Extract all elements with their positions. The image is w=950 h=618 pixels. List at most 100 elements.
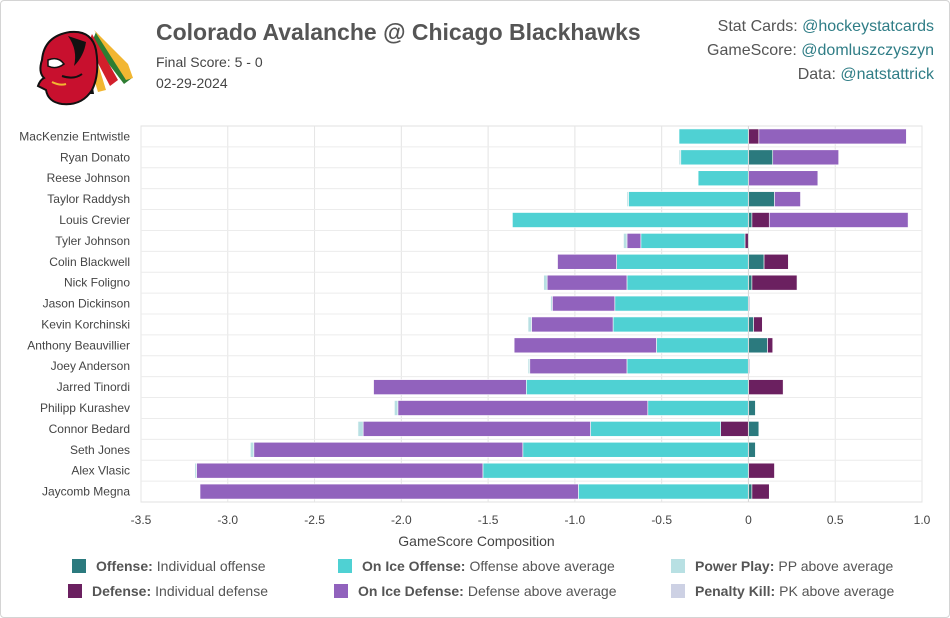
bar-segment-power-play [194,462,197,479]
bar-segment-offense [748,441,756,458]
team-logo-icon [36,30,133,106]
bar-segment-on-ice-defense [768,212,909,228]
legend-swatch [671,584,685,598]
x-tick-label: -3.5 [131,513,152,527]
bar-segment-defense [753,316,763,333]
y-tick-label: Taylor Raddysh [47,192,130,206]
bar-segment-on-ice-defense [529,358,628,375]
legend-bold: Penalty Kill: [695,583,776,599]
bar-segment-power-play [394,400,399,416]
legend-text: Defense above average [467,583,617,599]
bar-segment-on-ice-defense [531,316,614,333]
bar-segment-on-ice-offense [626,274,749,291]
bar-segment-defense [767,337,774,354]
bar-segment-on-ice-defense [546,274,628,291]
legend-text: PK above average [779,583,895,599]
credit-handle-link[interactable]: @natstattrick [840,66,934,83]
final-score: Final Score: 5 - 0 [156,54,263,70]
legend-swatch [671,559,685,573]
bar-segment-on-ice-offense [612,316,749,333]
x-tick-label: 0 [745,513,752,527]
bar-segment-on-ice-offense [678,128,749,145]
legend-swatch [338,559,352,573]
credit-label: GameScore: [707,42,797,59]
y-tick-label: Joey Anderson [51,359,130,373]
legend-bold: Defense: [92,583,152,599]
bar-segment-defense [751,212,770,228]
credit-gamescore: GameScore: @domluszczyszyn [707,42,934,60]
y-tick-label: Jason Dickinson [43,297,130,311]
bar-segment-on-ice-offense [647,400,749,416]
bar-segment-on-ice-defense [772,149,839,166]
bar-segment-on-ice-defense [373,379,527,395]
y-tick-label: Kevin Korchinski [41,317,130,331]
legend-text: Offense above average [469,558,615,574]
credit-label: Stat Cards: [717,18,798,35]
legend-text: PP above average [778,558,894,574]
bar-segment-offense [748,274,753,291]
bar-segment-on-ice-defense [362,421,591,437]
bar-segment-power-play [250,441,255,458]
bar-segment-power-play [678,149,682,166]
y-tick-label: Nick Foligno [64,276,130,290]
bar-segment-power-play [357,421,364,437]
bar-segment-on-ice-offense [614,295,749,312]
bar-segment-offense [748,149,774,166]
y-tick-label: Jarred Tinordi [57,380,130,394]
x-axis-label: GameScore Composition [398,533,554,549]
bar-segment-on-ice-defense [199,483,579,500]
x-tick-label: -1.0 [565,513,586,527]
legend-swatch [72,559,86,573]
credit-handle-link[interactable]: @domluszczyszyn [801,42,934,59]
bar-segment-defense [744,233,749,249]
bar-segment-on-ice-defense [774,191,801,207]
x-tick-label: -1.5 [478,513,499,527]
bar-segment-on-ice-offense [522,441,749,458]
bar-segment-on-ice-defense [253,441,524,458]
bar-segment-power-play [527,316,532,333]
bar-segment-defense [748,128,760,145]
x-tick-label: 1.0 [914,513,931,527]
bar-segment-on-ice-offense [640,233,746,249]
bar-segment-offense [748,421,760,437]
bar-segment-power-play [623,233,628,249]
y-tick-label: Philipp Kurashev [40,401,130,415]
y-tick-label: Alex Vlasic [71,464,130,478]
bar-segment-on-ice-offense [626,358,749,375]
y-tick-label: Colin Blackwell [49,255,130,269]
bar-segment-defense [720,421,749,437]
bar-segment-defense [748,379,784,395]
bar-segment-on-ice-offense [590,421,721,437]
x-tick-label: -0.5 [651,513,672,527]
x-tick-label: -2.0 [391,513,412,527]
legend-text: Individual offense [156,558,266,574]
bar-segment-offense [748,400,756,416]
bar-segment-power-play [550,295,553,312]
y-tick-label: Tyler Johnson [55,234,130,248]
bar-segment-on-ice-defense [196,462,484,479]
bar-segment-on-ice-offense [512,212,749,228]
legend-on-ice-defense: On Ice Defense: Defense above average [334,583,617,599]
legend-penalty-kill: Penalty Kill: PK above average [671,583,894,599]
bar-segment-on-ice-defense [513,337,657,354]
y-tick-label: Ryan Donato [60,150,130,164]
page-title: Colorado Avalanche @ Chicago Blackhawks [156,19,641,45]
y-tick-label: Connor Bedard [49,422,130,436]
bar-segment-offense [748,316,754,333]
bar-segment-on-ice-defense [758,128,907,145]
bar-segment-offense [748,337,768,354]
credit-stat-cards: Stat Cards: @hockeystatcards [718,18,934,36]
legend-bold: Power Play: [695,558,775,574]
credit-handle-link[interactable]: @hockeystatcards [802,18,934,35]
bar-segment-defense [751,274,798,291]
credit-data: Data: @natstattrick [798,66,934,84]
legend-bold: On Ice Offense: [362,558,466,574]
legend-offense: Offense: Individual offense [72,558,266,574]
game-date: 02-29-2024 [156,75,228,91]
bar-segment-on-ice-offense [656,337,749,354]
bar-segment-defense [748,462,775,479]
legend-power-play: Power Play: PP above average [671,558,893,574]
bar-segment-on-ice-offense [697,170,749,187]
y-tick-label: MacKenzie Entwistle [19,129,130,143]
